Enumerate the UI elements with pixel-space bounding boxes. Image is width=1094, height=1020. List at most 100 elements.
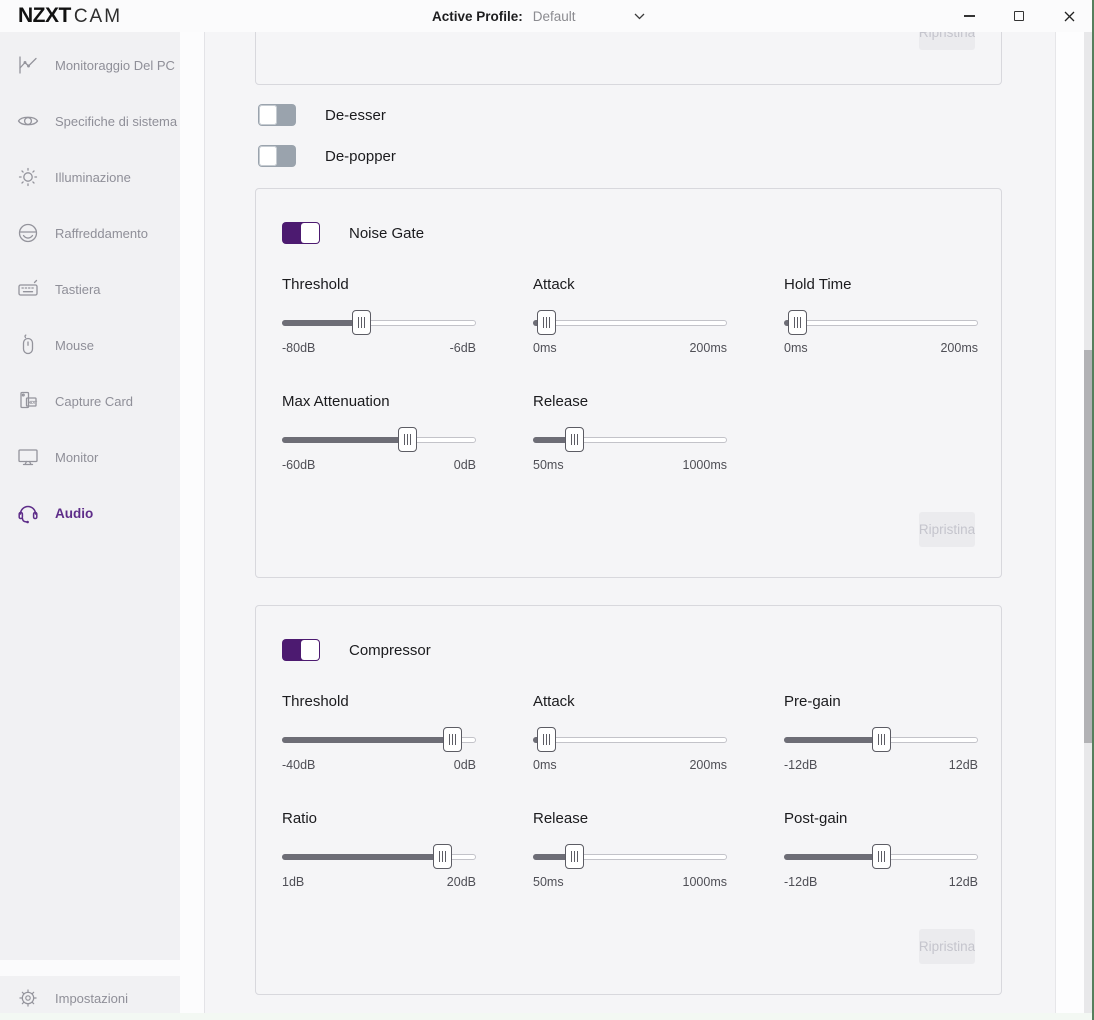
sidebar: Monitoraggio Del PC Specifiche di sistem… — [0, 32, 180, 1020]
vertical-scrollbar[interactable] — [1084, 32, 1092, 1020]
slider-label: Attack — [533, 693, 575, 710]
sidebar-item-illuminazione[interactable]: Illuminazione — [0, 149, 180, 205]
slider-thumb[interactable] — [397, 427, 417, 452]
close-button[interactable] — [1044, 0, 1094, 32]
logo-cam: CAM — [73, 6, 123, 27]
sidebar-list: Monitoraggio Del PC Specifiche di sistem… — [0, 32, 180, 960]
slider-thumb[interactable] — [564, 844, 584, 869]
slider-thumb[interactable] — [871, 844, 891, 869]
slider-max-value: 0dB — [453, 458, 476, 472]
line-chart-icon — [16, 53, 40, 77]
slider-compressor-ratio: Ratio 1dB 20dB — [282, 810, 476, 889]
sidebar-divider — [0, 960, 180, 976]
noise-gate-title: Noise Gate — [349, 224, 425, 242]
slider-label: Threshold — [282, 693, 349, 710]
reset-button[interactable]: Ripristina — [919, 929, 975, 964]
slider-track[interactable] — [282, 310, 476, 336]
slider-track[interactable] — [784, 727, 978, 753]
sidebar-item-mouse[interactable]: Mouse — [0, 317, 180, 373]
sun-icon — [16, 165, 40, 189]
slider-max-value: 200ms — [940, 341, 978, 355]
sidebar-item-raffreddamento[interactable]: Raffreddamento — [0, 205, 180, 261]
window-controls — [944, 0, 1094, 32]
reset-button[interactable]: Ripristina — [919, 512, 975, 547]
slider-track[interactable] — [533, 310, 727, 336]
slider-thumb[interactable] — [787, 310, 807, 335]
slider-thumb[interactable] — [432, 844, 452, 869]
slider-fill — [533, 437, 575, 443]
slider-track[interactable] — [282, 427, 476, 453]
slider-label: Release — [533, 393, 589, 410]
sidebar-item-tastiera[interactable]: Tastiera — [0, 261, 180, 317]
capture-card-icon: NZXT — [16, 389, 40, 413]
slider-min-value: -60dB — [282, 458, 316, 472]
slider-track[interactable] — [282, 727, 476, 753]
slider-rail — [784, 320, 978, 326]
slider-track[interactable] — [533, 844, 727, 870]
scrollbar-thumb[interactable] — [1084, 350, 1092, 743]
sidebar-item-label: Monitoraggio Del PC — [55, 57, 175, 73]
slider-rail — [533, 437, 727, 443]
content-right-gutter — [1055, 32, 1084, 1020]
noise-gate-panel: Noise Gate Threshold -80dB -6dB Attack — [255, 188, 1002, 578]
sidebar-item-capture-card[interactable]: NZXT Capture Card — [0, 373, 180, 429]
gear-icon — [16, 986, 40, 1010]
compressor-toggle[interactable] — [282, 639, 320, 661]
slider-thumb[interactable] — [871, 727, 891, 752]
profile-dropdown[interactable]: Default — [533, 7, 645, 25]
slider-compressor-postgain: Post-gain -12dB 12dB — [784, 810, 978, 889]
slider-min-value: -12dB — [784, 875, 818, 889]
slider-track[interactable] — [784, 844, 978, 870]
sidebar-item-monitoraggio-del-pc[interactable]: Monitoraggio Del PC — [0, 37, 180, 93]
slider-min-value: 1dB — [282, 875, 305, 889]
sidebar-item-impostazioni[interactable]: Impostazioni — [0, 976, 180, 1020]
window-bottom-edge — [0, 1013, 1094, 1020]
thumb-grip-icon — [438, 851, 446, 862]
depopper-toggle[interactable] — [258, 145, 296, 167]
sidebar-item-label: Raffreddamento — [55, 225, 148, 241]
slider-max-value: 0dB — [453, 758, 476, 772]
compressor-toggle-row: Compressor — [282, 639, 431, 661]
maximize-button[interactable] — [994, 0, 1044, 32]
slider-track[interactable] — [784, 310, 978, 336]
toggle-knob — [259, 105, 277, 125]
slider-thumb[interactable] — [443, 727, 462, 752]
toggle-knob — [301, 223, 319, 243]
slider-thumb[interactable] — [536, 727, 556, 752]
reset-button[interactable]: Ripristina — [919, 32, 975, 50]
monitor-icon — [16, 445, 40, 469]
slider-max-value: 12dB — [948, 875, 978, 889]
active-profile-label: Active Profile: — [432, 8, 523, 24]
eye-icon — [16, 109, 40, 133]
slider-rail — [282, 854, 476, 860]
noise-gate-toggle[interactable] — [282, 222, 320, 244]
minimize-icon — [963, 15, 975, 17]
mouse-icon — [16, 333, 40, 357]
slider-label: Release — [533, 810, 589, 827]
slider-label: Ratio — [282, 810, 318, 827]
slider-min-value: 0ms — [533, 341, 557, 355]
logo-nzxt: NZXT — [18, 4, 71, 27]
slider-fill — [784, 854, 882, 860]
thumb-grip-icon — [877, 734, 885, 745]
minimize-button[interactable] — [944, 0, 994, 32]
sidebar-item-monitor[interactable]: Monitor — [0, 429, 180, 485]
sidebar-item-label: Illuminazione — [55, 169, 131, 185]
slider-thumb[interactable] — [564, 427, 584, 452]
slider-fill — [282, 320, 362, 326]
slider-thumb[interactable] — [536, 310, 556, 335]
slider-track[interactable] — [282, 844, 476, 870]
deesser-toggle[interactable] — [258, 104, 296, 126]
slider-track[interactable] — [533, 427, 727, 453]
sidebar-item-specifiche-di-sistema[interactable]: Specifiche di sistema — [0, 93, 180, 149]
sidebar-item-audio[interactable]: Audio — [0, 485, 180, 541]
keyboard-icon — [16, 277, 40, 301]
slider-max-value: 1000ms — [682, 875, 727, 889]
maximize-icon — [1014, 11, 1024, 21]
chevron-down-icon — [634, 7, 645, 25]
slider-thumb[interactable] — [352, 310, 371, 335]
close-icon — [1064, 11, 1074, 21]
slider-track[interactable] — [533, 727, 727, 753]
sidebar-item-label: Tastiera — [55, 281, 101, 297]
